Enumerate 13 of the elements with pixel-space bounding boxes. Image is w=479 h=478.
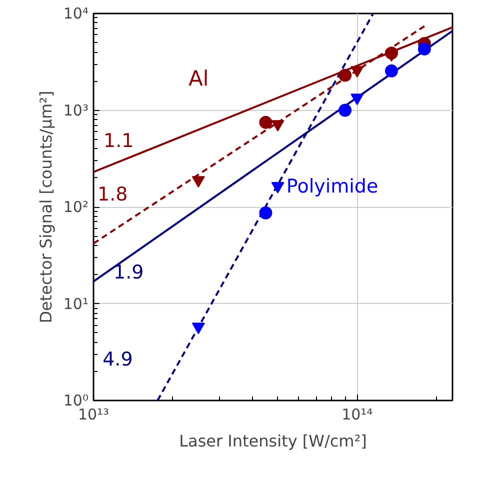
y-tick-label: 10⁴: [63, 4, 89, 22]
y-tick-label: 10³: [63, 101, 89, 120]
y-tick-label: 10¹: [63, 294, 89, 313]
y-axis-title: Detector Signal [counts/µm²]: [36, 90, 56, 324]
y-tick-label: 10²: [63, 198, 89, 216]
x-tick-label: 10¹⁴: [342, 406, 373, 424]
series-label: 1.8: [98, 183, 128, 206]
series-label: 1.1: [104, 130, 134, 152]
series-label: Polyimide: [286, 176, 378, 198]
series-label: 1.9: [114, 261, 144, 284]
x-axis-title: Laser Intensity [W/cm²]: [179, 432, 367, 450]
series-label: 4.9: [102, 348, 133, 370]
annotation: Al: [188, 66, 209, 90]
